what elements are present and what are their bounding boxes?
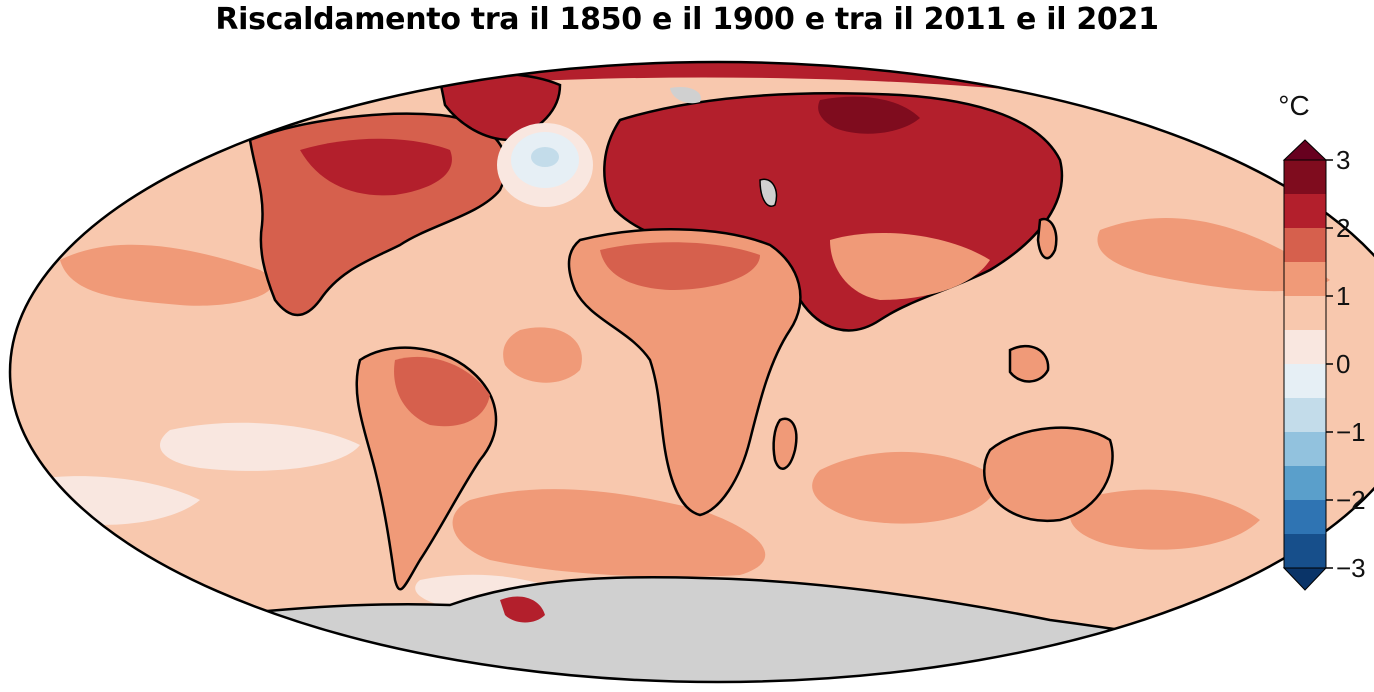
land-japan [1036, 217, 1058, 260]
field-patch-south-pacific [1070, 489, 1260, 550]
colorbar-bin-10 [1284, 500, 1326, 534]
globe-outline [8, 60, 1374, 684]
colorbar-bin-5 [1284, 330, 1326, 364]
field-patch-south-atlantic [452, 489, 766, 577]
colorbar-bin-0 [1284, 160, 1326, 194]
field-cool-east-pacific [160, 422, 360, 471]
colorbar-tick-label: −3 [1336, 553, 1366, 583]
field-antarctic-peninsula-warm [500, 596, 545, 623]
land-eastern-europe-dark [818, 96, 920, 134]
field-patch-tropical-atlantic [503, 327, 582, 383]
colorbar-tick-label: 2 [1336, 213, 1350, 243]
colorbar-tick-label: 0 [1336, 349, 1350, 379]
land-australia [982, 426, 1114, 523]
colorbar-tick-label: 1 [1336, 281, 1350, 311]
field-patch-indian [812, 451, 1000, 524]
land-north-america-interior [300, 138, 452, 196]
field-patch-pacific-east [1097, 218, 1330, 292]
colorbar-unit: °C [1278, 90, 1309, 121]
land-madagascar [772, 417, 798, 470]
colorbar-bin-4 [1284, 296, 1326, 330]
colorbar-bin-3 [1284, 262, 1326, 296]
colorbar-ticks: 3 2 1 0 −1 −2 −3 [1326, 145, 1366, 583]
field-patch-pacific-north [60, 244, 273, 306]
land-amazon-warm [394, 356, 490, 427]
colorbar-bin-6 [1284, 364, 1326, 398]
land-africa [567, 228, 802, 517]
map-title: Riscaldamento tra il 1850 e il 1900 e tr… [215, 2, 1159, 37]
colorbar-bin-7 [1284, 398, 1326, 432]
colorbar-over-triangle [1282, 139, 1328, 161]
colorbar-bin-9 [1284, 466, 1326, 500]
land-asia-south [830, 232, 990, 300]
colorbar-bin-2 [1284, 228, 1326, 262]
colorbar-bin-11 [1284, 534, 1326, 568]
colorbar-bins [1284, 160, 1326, 568]
field-arctic-no-data [670, 86, 701, 104]
colorbar-bin-8 [1284, 432, 1326, 466]
field-cold-spot-inner [531, 147, 559, 167]
colorbar-tick-label: 3 [1336, 145, 1350, 175]
colorbar-under-triangle [1282, 567, 1328, 591]
land-borneo [1008, 344, 1050, 383]
colorbar-bin-1 [1284, 194, 1326, 228]
land-sahara-warm [600, 242, 760, 290]
colorbar-tick-label: −1 [1336, 417, 1366, 447]
map-field [10, 62, 1374, 682]
field-caspian-no-data [759, 178, 778, 207]
colorbar-tick-label: −2 [1336, 485, 1366, 515]
